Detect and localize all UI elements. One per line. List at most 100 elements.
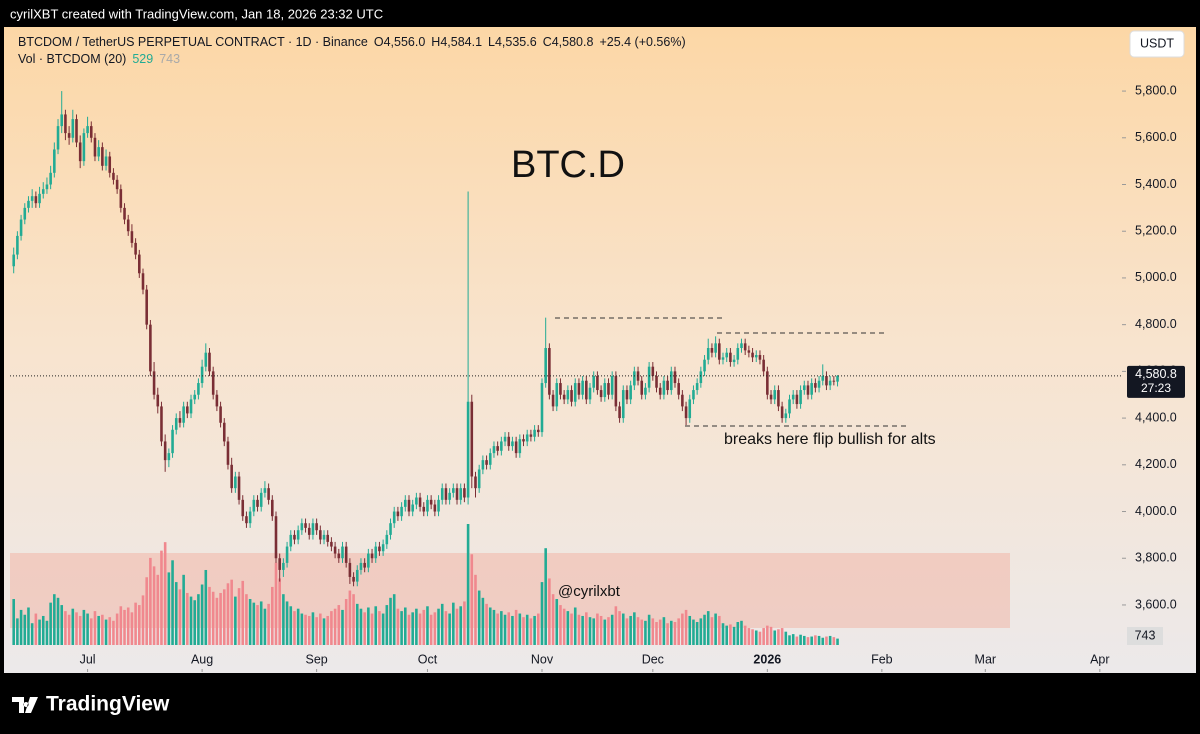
volume-bar bbox=[326, 615, 330, 645]
candle-body bbox=[367, 553, 370, 568]
candle-body bbox=[71, 119, 75, 138]
candle-body bbox=[226, 441, 230, 465]
volume-bar bbox=[245, 594, 248, 645]
volume-bar bbox=[126, 607, 130, 645]
volume-bar bbox=[751, 629, 754, 645]
volume-bar bbox=[64, 611, 67, 645]
candle-body bbox=[245, 516, 248, 524]
volume-bar bbox=[141, 595, 145, 645]
logo-text: TradingView bbox=[46, 693, 170, 716]
candle-body bbox=[30, 196, 34, 201]
volume-bar bbox=[49, 602, 52, 645]
candle-body bbox=[743, 343, 747, 351]
candle-body bbox=[518, 439, 522, 454]
x-tick-label: Dec bbox=[642, 652, 664, 666]
candle-body bbox=[285, 546, 289, 563]
candle-body bbox=[599, 390, 603, 398]
candle-body bbox=[762, 359, 765, 372]
y-tick-label: 5,600.0 bbox=[1135, 130, 1177, 144]
volume-bar bbox=[112, 620, 115, 645]
candle-body bbox=[684, 406, 688, 419]
candle-body bbox=[304, 523, 307, 528]
candle-body bbox=[130, 231, 134, 243]
volume-bar bbox=[75, 612, 78, 645]
volume-bar bbox=[522, 617, 525, 645]
volume-bar bbox=[219, 592, 222, 645]
candle-body bbox=[669, 371, 673, 391]
volume-bar bbox=[573, 607, 577, 645]
candle-body bbox=[485, 460, 488, 465]
volume-bar bbox=[518, 613, 522, 645]
candle-body bbox=[636, 371, 640, 381]
volume-bar bbox=[714, 613, 717, 645]
candle-body bbox=[197, 383, 200, 395]
volume-bar bbox=[437, 608, 440, 645]
volume-bar bbox=[374, 606, 378, 645]
volume-bar bbox=[104, 619, 108, 645]
annotation-title: BTC.D bbox=[511, 144, 625, 186]
candle-body bbox=[703, 359, 706, 372]
currency-label[interactable]: USDT bbox=[1140, 36, 1174, 50]
candle-body bbox=[747, 350, 751, 353]
candle-body bbox=[466, 401, 470, 498]
volume-bar bbox=[130, 612, 134, 645]
y-tick-label: 3,800.0 bbox=[1135, 551, 1177, 565]
volume-bar bbox=[171, 560, 174, 645]
volume-bar bbox=[466, 524, 470, 645]
candle-body bbox=[211, 371, 215, 395]
candle-body bbox=[278, 558, 281, 570]
candle-body bbox=[189, 399, 193, 414]
volume-bar bbox=[322, 618, 326, 645]
volume-bar bbox=[56, 597, 60, 645]
volume-bar bbox=[799, 634, 802, 645]
volume-bar bbox=[688, 615, 692, 645]
volume-bar bbox=[562, 608, 566, 645]
volume-bar bbox=[836, 638, 839, 645]
candle-body bbox=[603, 383, 607, 398]
volume-bar bbox=[101, 614, 104, 645]
candle-body bbox=[533, 429, 536, 437]
candle-body bbox=[625, 390, 629, 400]
candle-body bbox=[706, 348, 710, 360]
candle-body bbox=[592, 376, 596, 388]
candle-body bbox=[300, 523, 304, 531]
volume-bar bbox=[152, 566, 156, 645]
candle-body bbox=[440, 488, 444, 500]
volume-bar bbox=[259, 601, 263, 645]
candle-body bbox=[341, 546, 344, 559]
volume-bar bbox=[540, 582, 544, 645]
candle-body bbox=[49, 172, 52, 185]
candle-body bbox=[337, 553, 341, 559]
candle-body bbox=[75, 119, 78, 143]
volume-bar bbox=[536, 613, 540, 645]
volume-bar bbox=[496, 613, 499, 645]
volume-bar bbox=[274, 562, 278, 645]
symbol: BTCDOM / TetherUS PERPETUAL CONTRACT · 1… bbox=[18, 35, 368, 49]
candle-body bbox=[658, 387, 662, 395]
candle-body bbox=[662, 380, 666, 395]
volume-bar bbox=[311, 612, 315, 645]
ohlc-change: +25.4 (+0.56%) bbox=[599, 35, 685, 49]
candle-body bbox=[784, 413, 788, 419]
currency-button[interactable] bbox=[1129, 30, 1185, 58]
candle-body bbox=[821, 376, 825, 381]
candle-body bbox=[115, 179, 119, 190]
candle-body bbox=[93, 137, 97, 157]
volume-bar bbox=[230, 579, 233, 645]
volume-bar bbox=[647, 614, 651, 645]
volume-bar bbox=[784, 631, 788, 645]
volume-bar bbox=[278, 578, 281, 645]
volume-bar bbox=[633, 612, 636, 645]
candle-body bbox=[725, 352, 728, 358]
volume-bar bbox=[610, 614, 614, 645]
candle-body bbox=[621, 390, 625, 419]
volume-bar bbox=[692, 619, 695, 645]
candle-body bbox=[607, 383, 610, 395]
volume-bar bbox=[503, 614, 507, 645]
candle-body bbox=[514, 441, 518, 454]
candle-body bbox=[666, 380, 669, 391]
candle-body bbox=[237, 476, 241, 500]
volume-bar bbox=[222, 589, 226, 645]
volume-bar bbox=[252, 602, 256, 645]
volume-bar bbox=[149, 557, 152, 645]
